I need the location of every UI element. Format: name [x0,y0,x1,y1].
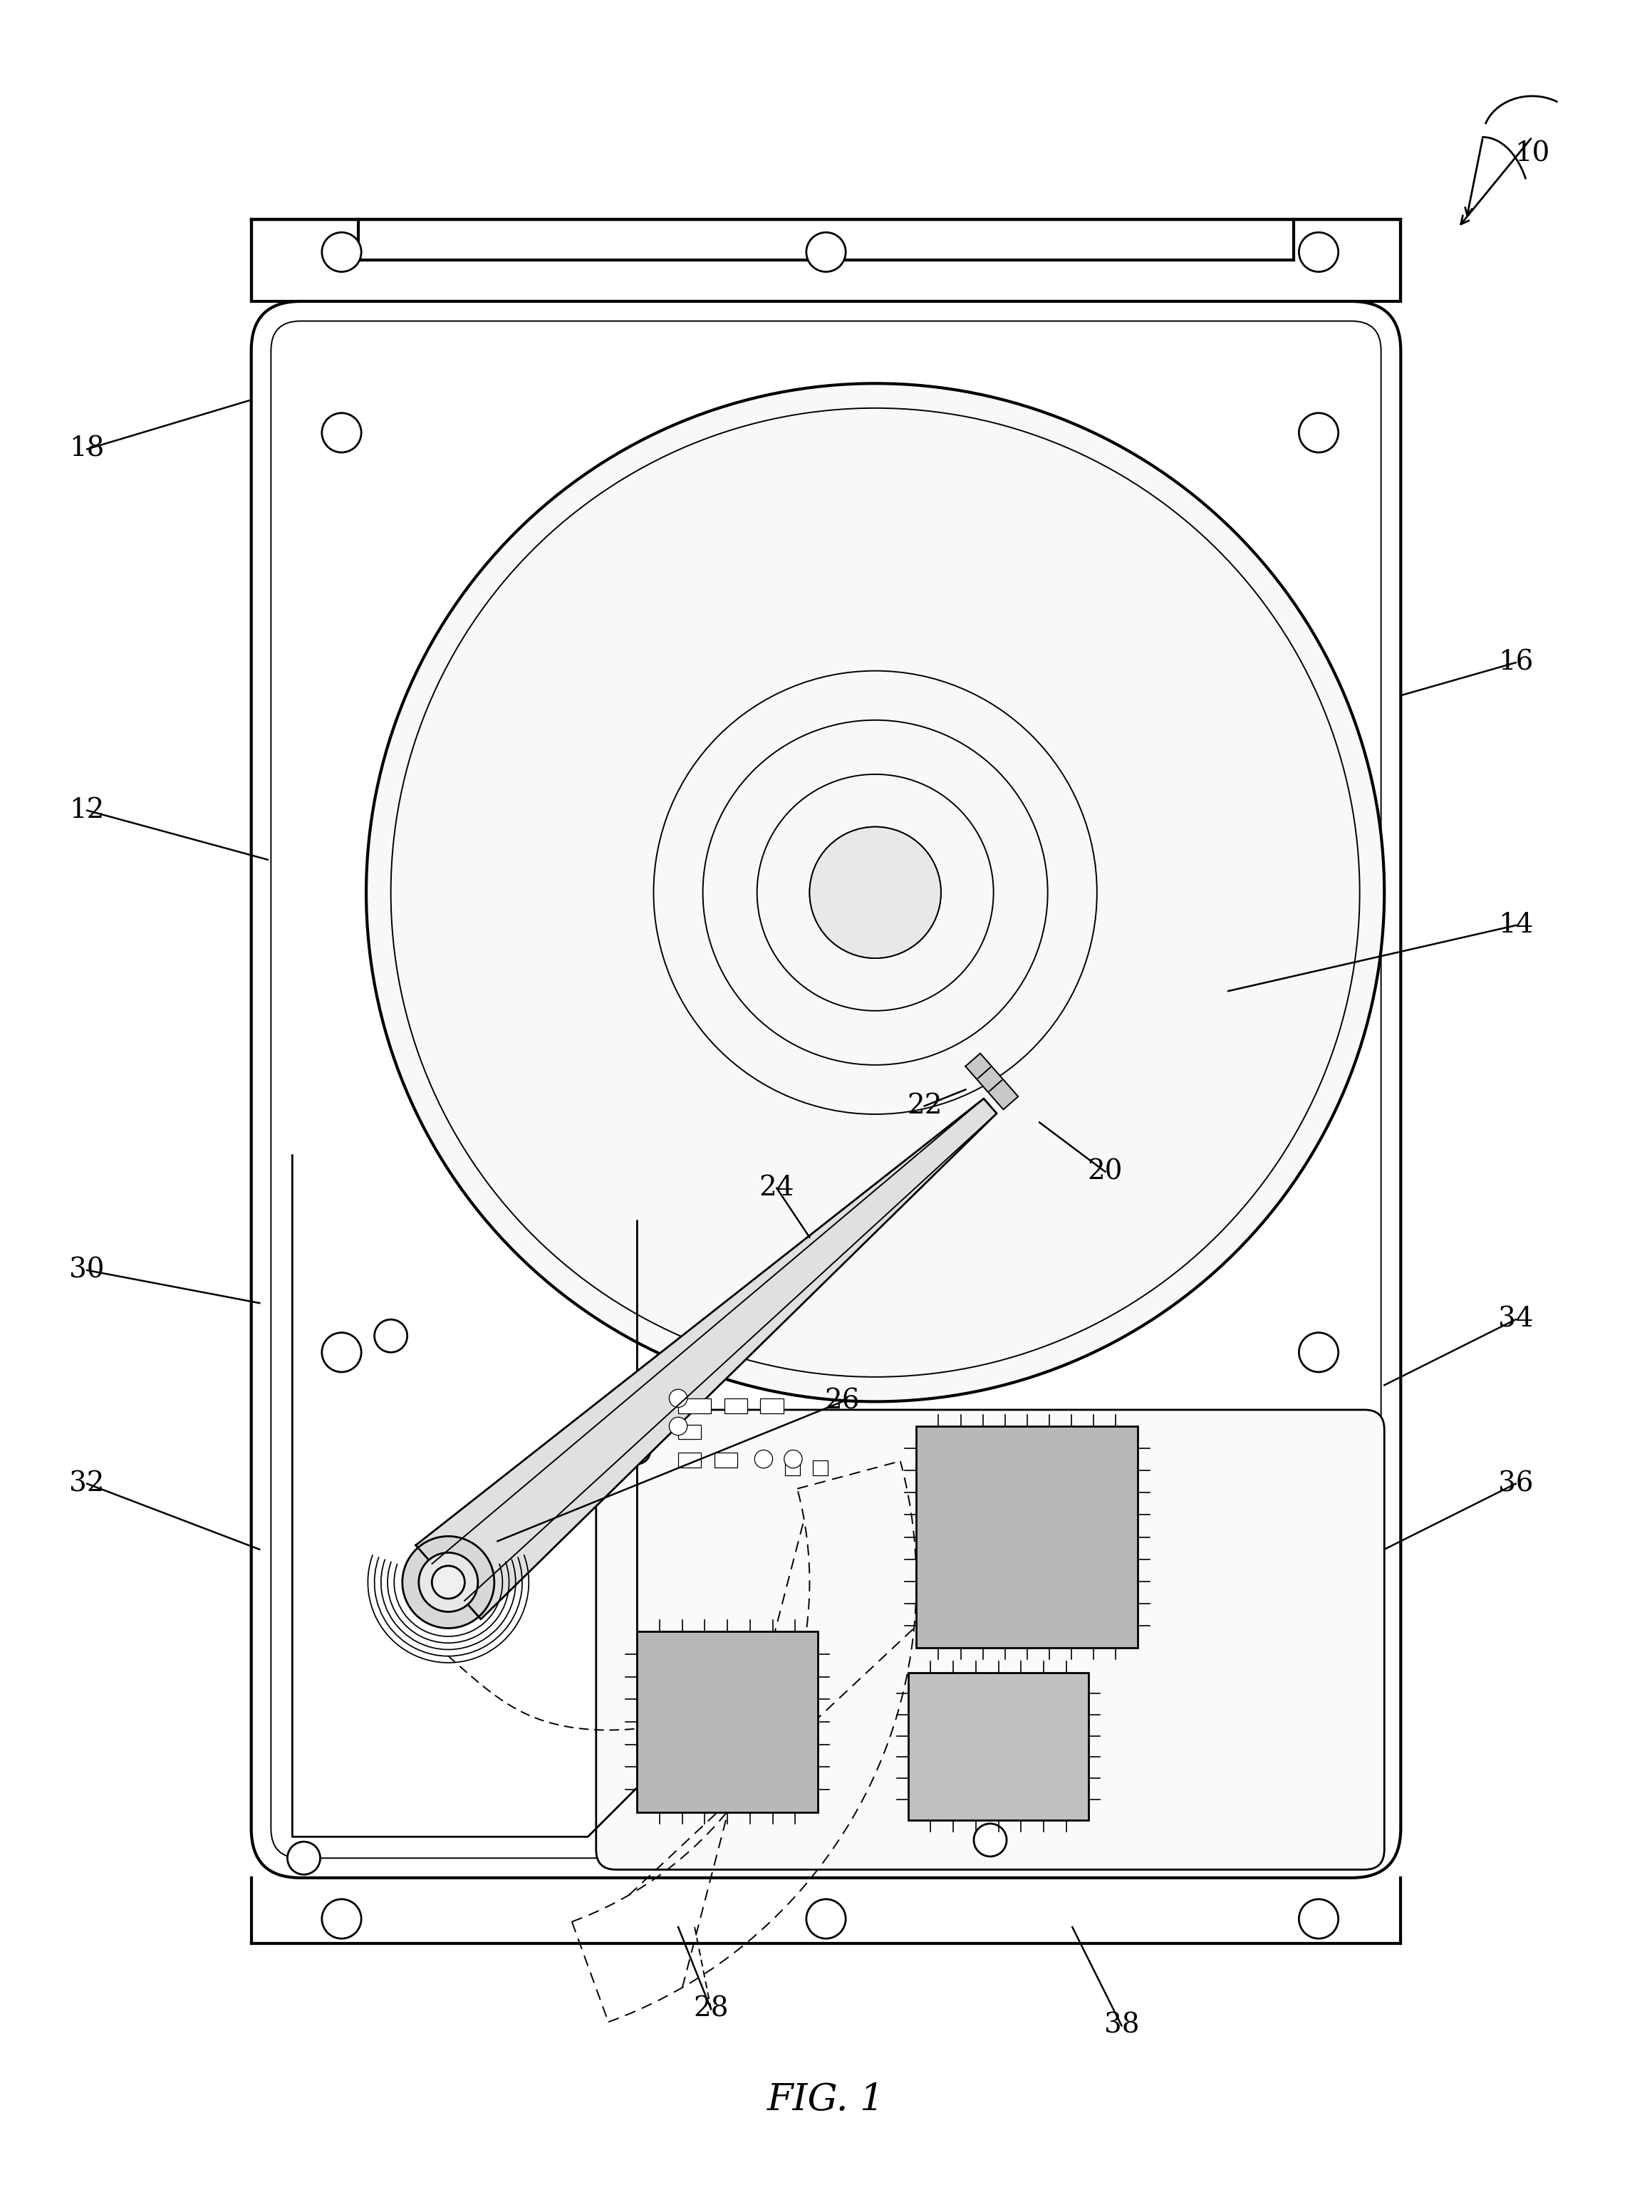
Circle shape [418,1553,477,1613]
Text: 16: 16 [1498,650,1533,677]
Circle shape [1298,1332,1338,1371]
Text: 12: 12 [69,796,104,823]
Bar [679,1453,700,1467]
Text: 24: 24 [758,1175,795,1201]
Circle shape [624,1438,651,1464]
Circle shape [322,1332,362,1371]
Bar [760,1398,783,1413]
Circle shape [375,1321,408,1352]
Circle shape [431,1566,464,1599]
Bar [251,219,1401,301]
Text: FIG. 1: FIG. 1 [767,2081,885,2117]
Text: 32: 32 [69,1471,104,1498]
Circle shape [322,414,362,453]
Circle shape [1298,414,1338,453]
Circle shape [669,1418,687,1436]
Circle shape [973,1823,1006,1856]
Circle shape [755,1451,773,1469]
Circle shape [1298,232,1338,272]
Circle shape [322,232,362,272]
Bar [714,1453,737,1467]
Text: 18: 18 [69,436,104,462]
Circle shape [669,1389,687,1407]
Text: 36: 36 [1498,1471,1533,1498]
Circle shape [806,1900,846,1938]
Circle shape [809,827,942,958]
Bar [724,1398,747,1413]
Circle shape [785,1451,803,1469]
Polygon shape [965,1053,1018,1110]
Bar [638,1632,818,1812]
Text: 26: 26 [824,1389,861,1416]
Circle shape [287,1843,320,1874]
Bar [813,1460,828,1475]
Bar [909,1672,1089,1820]
Text: 28: 28 [694,1995,729,2022]
FancyBboxPatch shape [251,301,1401,1878]
Bar [785,1460,800,1475]
FancyBboxPatch shape [596,1409,1384,1869]
Bar [679,1425,700,1440]
Text: 14: 14 [1498,911,1533,938]
Circle shape [403,1537,494,1628]
Text: 10: 10 [1515,139,1550,166]
Bar [679,1398,710,1413]
Text: 20: 20 [1087,1159,1123,1186]
Text: 38: 38 [1104,2013,1140,2039]
Bar [917,1427,1138,1648]
Text: 34: 34 [1498,1307,1533,1332]
Circle shape [322,1900,362,1938]
Circle shape [1298,1900,1338,1938]
Text: 30: 30 [69,1256,104,1283]
Text: 22: 22 [907,1093,942,1119]
Polygon shape [416,1099,996,1619]
Circle shape [806,232,846,272]
Circle shape [367,383,1384,1402]
